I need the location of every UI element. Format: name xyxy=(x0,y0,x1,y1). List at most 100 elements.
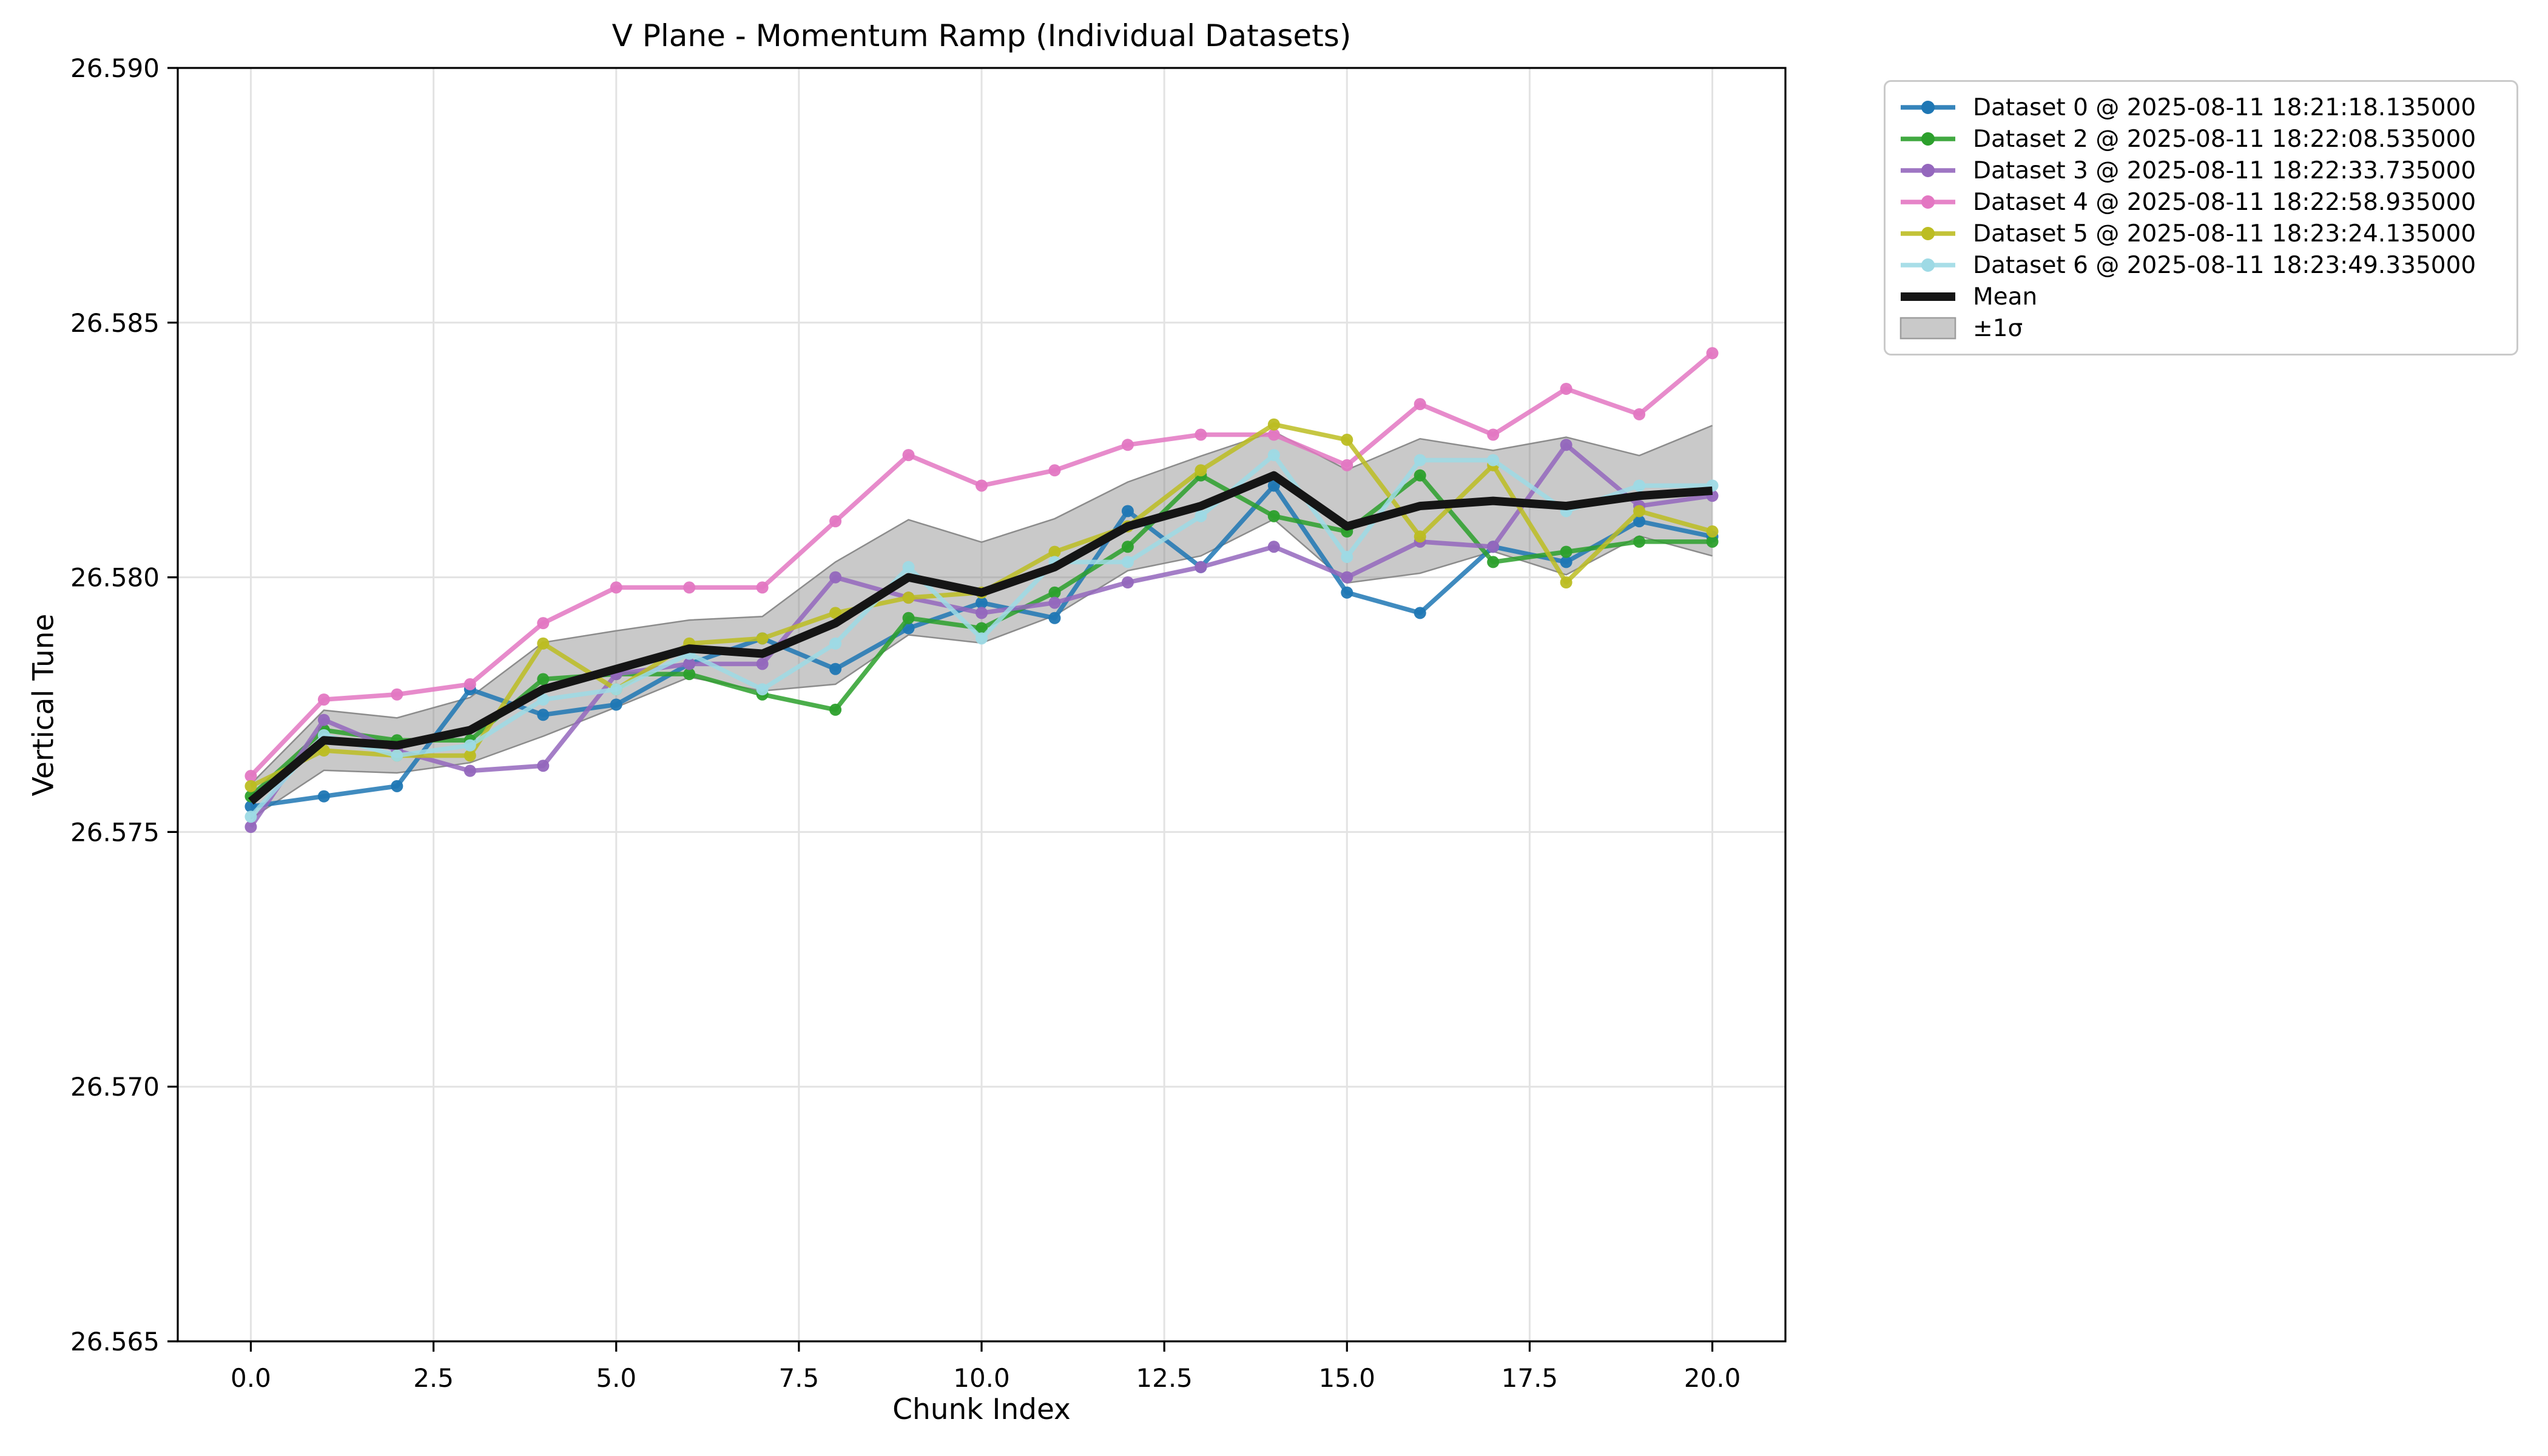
legend-label: Dataset 6 @ 2025-08-11 18:23:49.335000 xyxy=(1973,251,2476,279)
legend-swatch-marker xyxy=(1901,195,1955,209)
data-point xyxy=(1560,382,1572,395)
x-axis-label: Chunk Index xyxy=(892,1393,1071,1426)
legend-label: Dataset 0 @ 2025-08-11 18:21:18.135000 xyxy=(1973,93,2476,121)
data-point xyxy=(1048,612,1061,624)
legend-label: Dataset 4 @ 2025-08-11 18:22:58.935000 xyxy=(1973,188,2476,216)
data-point xyxy=(1706,525,1719,538)
data-point xyxy=(463,678,476,690)
legend-swatch-patch xyxy=(1899,317,1956,340)
data-point xyxy=(1414,454,1426,467)
data-point xyxy=(829,662,842,675)
data-point xyxy=(902,449,915,462)
x-tick-label: 15.0 xyxy=(1319,1363,1376,1393)
data-point xyxy=(756,658,769,670)
data-point xyxy=(1195,428,1207,441)
mean-line xyxy=(248,471,1713,805)
legend-marker-icon xyxy=(1921,227,1935,240)
data-point xyxy=(1121,439,1134,451)
data-point xyxy=(537,617,550,630)
legend-swatch-marker xyxy=(1901,227,1955,240)
data-point xyxy=(976,622,988,635)
legend-marker-icon xyxy=(1921,164,1935,177)
data-point xyxy=(317,693,330,706)
data-point xyxy=(610,683,622,696)
data-point xyxy=(1487,541,1500,553)
data-point xyxy=(829,515,842,528)
data-point xyxy=(1195,510,1207,522)
data-point xyxy=(391,749,403,762)
legend-marker-icon xyxy=(1921,132,1935,146)
data-point xyxy=(1487,454,1500,467)
legend-item: Dataset 4 @ 2025-08-11 18:22:58.935000 xyxy=(1899,186,2510,218)
data-point xyxy=(1341,586,1353,599)
data-point xyxy=(1341,459,1353,471)
data-point xyxy=(1195,464,1207,477)
y-tick-label: 26.585 xyxy=(70,308,160,338)
legend-item: Dataset 5 @ 2025-08-11 18:23:24.135000 xyxy=(1899,218,2510,249)
data-point xyxy=(1633,408,1646,420)
x-tick-label: 20.0 xyxy=(1684,1363,1741,1393)
data-point xyxy=(610,698,622,711)
data-point xyxy=(902,592,915,604)
data-point xyxy=(1706,535,1719,548)
legend-swatch-marker xyxy=(1901,258,1955,272)
data-point xyxy=(756,581,769,594)
data-point xyxy=(1633,515,1646,528)
data-point xyxy=(829,703,842,716)
data-point xyxy=(829,571,842,584)
data-point xyxy=(317,790,330,803)
data-point xyxy=(976,479,988,492)
x-tick-label: 2.5 xyxy=(413,1363,454,1393)
data-point xyxy=(537,637,550,650)
data-point xyxy=(1633,505,1646,517)
data-point xyxy=(1048,464,1061,477)
x-tick-label: 7.5 xyxy=(778,1363,819,1393)
legend-label: ±1σ xyxy=(1973,314,2023,342)
legend-item: Dataset 0 @ 2025-08-11 18:21:18.135000 xyxy=(1899,92,2510,123)
legend: Dataset 0 @ 2025-08-11 18:21:18.135000 Da… xyxy=(1884,80,2518,356)
data-point xyxy=(902,561,915,573)
data-point xyxy=(463,764,476,777)
data-point xyxy=(683,668,696,681)
data-point xyxy=(1414,469,1426,482)
y-tick-label: 26.575 xyxy=(70,817,160,847)
data-point xyxy=(1341,551,1353,564)
legend-label: Mean xyxy=(1973,283,2038,311)
legend-label: Dataset 5 @ 2025-08-11 18:23:24.135000 xyxy=(1973,220,2476,248)
data-point xyxy=(1267,428,1280,441)
data-point xyxy=(1267,541,1280,553)
legend-item: Dataset 2 @ 2025-08-11 18:22:08.535000 xyxy=(1899,123,2510,155)
legend-item: Mean xyxy=(1899,281,2510,312)
data-point xyxy=(683,658,696,670)
legend-swatch-marker xyxy=(1901,132,1955,146)
legend-marker-icon xyxy=(1921,258,1935,272)
data-point xyxy=(1560,545,1572,558)
data-point xyxy=(1121,556,1134,568)
sigma-patch-icon xyxy=(1899,317,1956,340)
data-point xyxy=(1633,479,1646,492)
data-point xyxy=(1267,418,1280,431)
data-point xyxy=(1560,576,1572,588)
data-point xyxy=(1195,561,1207,573)
data-point xyxy=(244,780,257,792)
data-point xyxy=(1487,428,1500,441)
data-point xyxy=(1487,556,1500,568)
data-point xyxy=(1414,607,1426,619)
data-point xyxy=(244,811,257,823)
data-point xyxy=(610,581,622,594)
data-point xyxy=(1414,398,1426,411)
data-point xyxy=(1267,449,1280,462)
data-point xyxy=(756,683,769,696)
data-point xyxy=(1341,433,1353,446)
data-point xyxy=(391,780,403,792)
data-point xyxy=(976,607,988,619)
legend-swatch-marker xyxy=(1901,164,1955,177)
legend-label: Dataset 3 @ 2025-08-11 18:22:33.735000 xyxy=(1973,157,2476,184)
y-tick-label: 26.565 xyxy=(70,1327,160,1357)
data-point xyxy=(463,739,476,752)
data-point xyxy=(1414,530,1426,543)
data-point xyxy=(1048,596,1061,609)
legend-item: Dataset 3 @ 2025-08-11 18:22:33.735000 xyxy=(1899,155,2510,186)
